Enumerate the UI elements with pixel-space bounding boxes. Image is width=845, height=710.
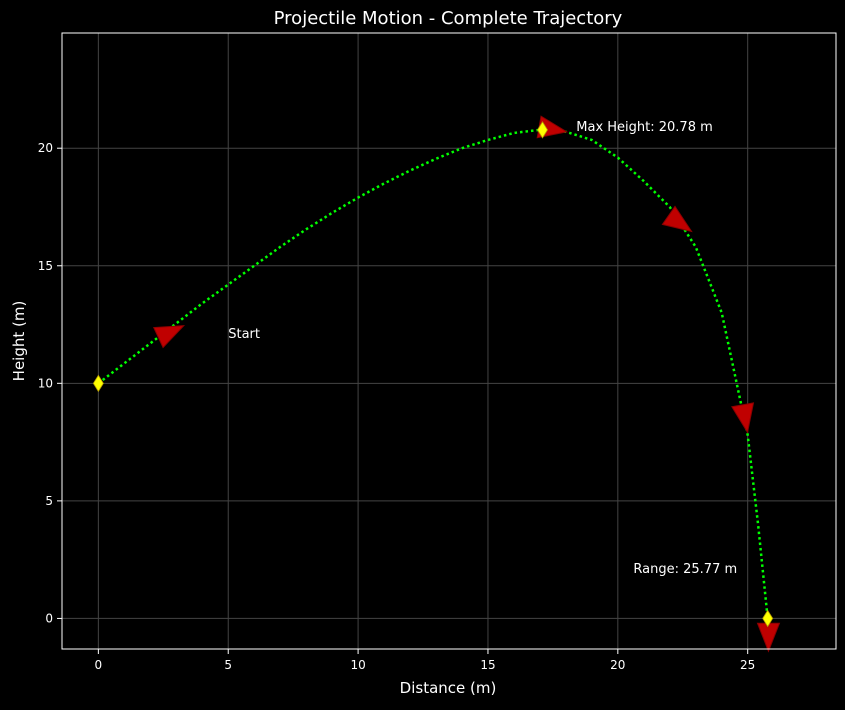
- y-tick-label: 5: [45, 494, 53, 508]
- landing-marker: [762, 609, 774, 628]
- start-annotation: Start: [228, 327, 260, 342]
- start-marker: [92, 374, 104, 393]
- y-tick-label: 10: [38, 376, 53, 390]
- x-tick-label: 0: [95, 658, 103, 672]
- x-tick-label: 15: [480, 658, 495, 672]
- y-tick-label: 20: [38, 141, 53, 155]
- x-tick-label: 10: [350, 658, 365, 672]
- key-point-markers: [92, 121, 774, 628]
- range-annotation: Range: 25.77 m: [633, 562, 737, 577]
- direction-arrow: [152, 325, 186, 349]
- chart-title: Projectile Motion - Complete Trajectory: [274, 8, 623, 29]
- y-tick-label: 15: [38, 259, 53, 273]
- x-tick-label: 5: [224, 658, 232, 672]
- direction-arrow: [731, 402, 755, 434]
- y-axis-label: Height (m): [10, 301, 28, 382]
- grid-lines: [62, 33, 836, 649]
- x-axis-label: Distance (m): [400, 679, 497, 697]
- max-height-marker: [537, 121, 548, 139]
- axis-ticks: 0 5 10 15 20 25 0 5 10 15 20: [38, 141, 756, 672]
- max-height-annotation: Max Height: 20.78 m: [576, 120, 713, 135]
- direction-arrow: [661, 205, 693, 233]
- x-tick-label: 20: [610, 658, 625, 672]
- x-tick-label: 25: [740, 658, 755, 672]
- direction-arrows: [152, 115, 781, 653]
- y-tick-label: 0: [45, 611, 53, 625]
- annotations: Start Max Height: 20.78 m Range: 25.77 m: [228, 120, 737, 577]
- plot-frame: [61, 32, 837, 650]
